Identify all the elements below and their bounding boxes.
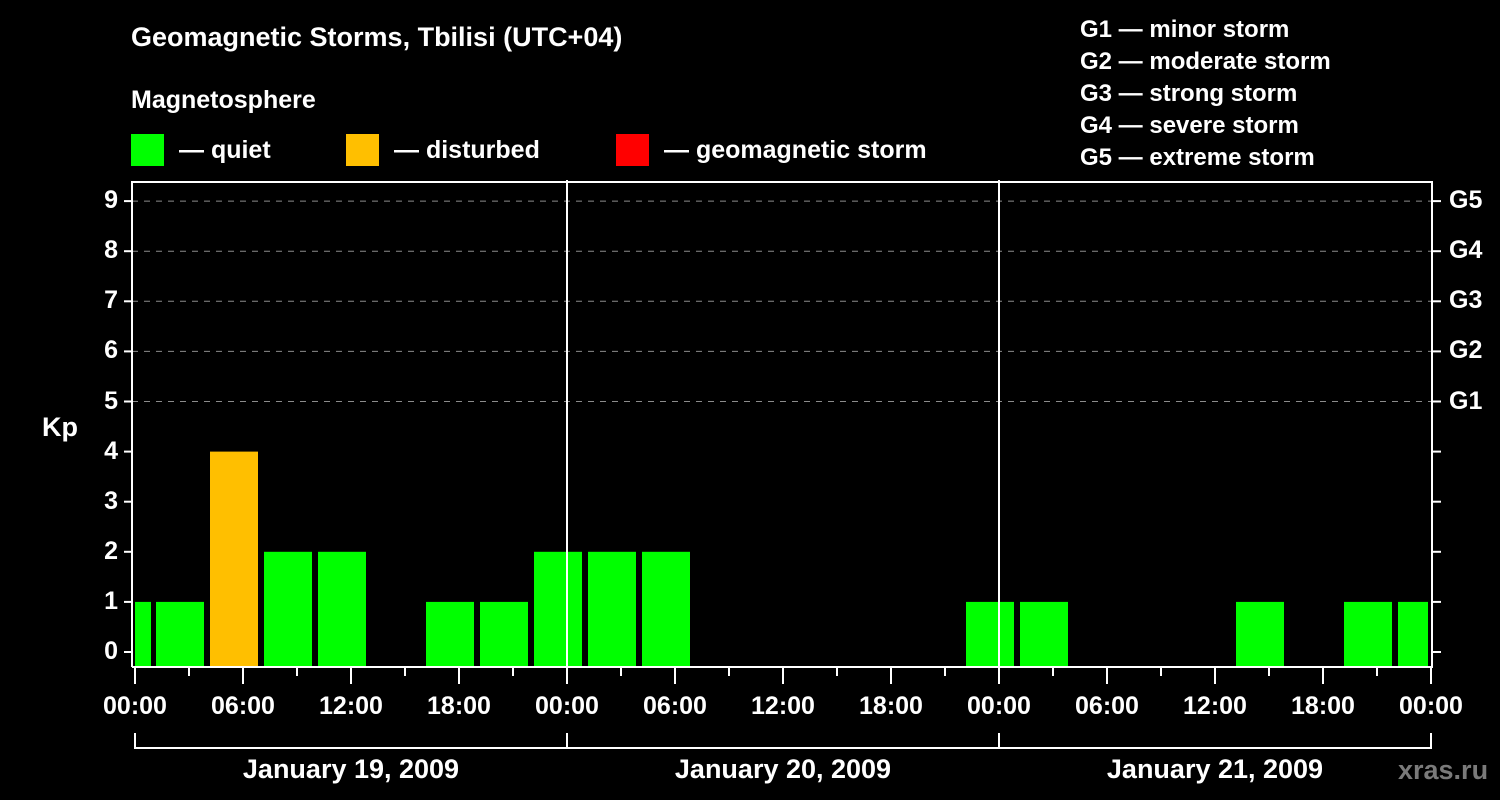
chart-title: Geomagnetic Storms, Tbilisi (UTC+04)	[131, 22, 623, 52]
kp-bar	[534, 551, 582, 666]
kp-bar	[156, 601, 204, 666]
y-tick-label: 0	[104, 637, 118, 665]
g-tick-label: G2	[1449, 336, 1483, 365]
plot-frame	[131, 181, 1433, 668]
legend-disturbed: — disturbed	[346, 134, 540, 166]
kp-bar	[588, 551, 636, 666]
legend-storm-label: — geomagnetic storm	[664, 135, 927, 164]
x-tick-label: 12:00	[319, 692, 383, 720]
legend-quiet: — quiet	[131, 134, 271, 166]
scale-g4: G4 — severe storm	[1080, 112, 1299, 139]
day-label: January 20, 2009	[674, 754, 892, 784]
x-tick-label: 12:00	[1183, 692, 1247, 720]
legend-storm: — geomagnetic storm	[616, 134, 927, 166]
kp-bar	[1398, 601, 1428, 666]
x-tick-label: 06:00	[643, 692, 707, 720]
scale-g3: G3 — strong storm	[1080, 80, 1298, 107]
kp-bar	[426, 601, 474, 666]
x-tick-label: 00:00	[535, 692, 599, 720]
kp-bar	[210, 451, 258, 666]
chart-subtitle: Magnetosphere	[131, 86, 316, 114]
watermark: xras.ru	[1398, 755, 1489, 785]
storm-swatch	[616, 134, 649, 166]
kp-bar	[1020, 601, 1068, 666]
quiet-swatch	[131, 134, 164, 166]
g-tick-label: G1	[1449, 386, 1483, 415]
kp-bar	[642, 551, 690, 666]
g-tick-label: G3	[1449, 286, 1483, 315]
scale-g5: G5 — extreme storm	[1080, 144, 1315, 171]
x-tick-label: 06:00	[211, 692, 275, 720]
kp-bar	[1344, 601, 1392, 666]
scale-g2: G2 — moderate storm	[1080, 48, 1331, 75]
y-tick-label: 6	[104, 336, 118, 365]
kp-bar	[480, 601, 528, 666]
legend-quiet-label: — quiet	[179, 135, 271, 164]
kp-bar	[318, 551, 366, 666]
y-tick-label: 8	[104, 236, 118, 265]
y-tick-label: 5	[104, 386, 118, 415]
g-tick-label: G5	[1449, 186, 1483, 215]
day-label: January 21, 2009	[1106, 754, 1324, 784]
day-bracket	[134, 733, 1432, 749]
y-tick-label: 3	[104, 486, 118, 515]
kp-bar	[1236, 601, 1284, 666]
y-tick-label: 7	[104, 286, 118, 315]
y-tick-label: 9	[104, 186, 118, 215]
storm-scale-legend: G1 — minor storm G2 — moderate storm G3 …	[1080, 14, 1331, 174]
g-tick-label: G4	[1449, 236, 1483, 265]
x-tick-label: 18:00	[427, 692, 491, 720]
x-tick-label: 00:00	[1399, 692, 1463, 720]
legend-disturbed-label: — disturbed	[394, 135, 540, 164]
x-tick-label: 00:00	[967, 692, 1031, 720]
x-tick-label: 12:00	[751, 692, 815, 720]
y-tick-label: 4	[104, 436, 118, 465]
kp-bar	[966, 601, 1014, 666]
x-tick-label: 06:00	[1075, 692, 1139, 720]
x-tick-label: 18:00	[1291, 692, 1355, 720]
x-tick-label: 00:00	[103, 692, 167, 720]
kp-bar	[135, 601, 151, 666]
y-axis-label: Kp	[42, 412, 78, 442]
day-label: January 19, 2009	[242, 754, 460, 784]
x-tick-label: 18:00	[859, 692, 923, 720]
scale-g1: G1 — minor storm	[1080, 16, 1290, 43]
kp-bar	[264, 551, 312, 666]
y-tick-label: 1	[104, 586, 118, 615]
disturbed-swatch	[346, 134, 379, 166]
y-tick-label: 2	[104, 536, 118, 565]
